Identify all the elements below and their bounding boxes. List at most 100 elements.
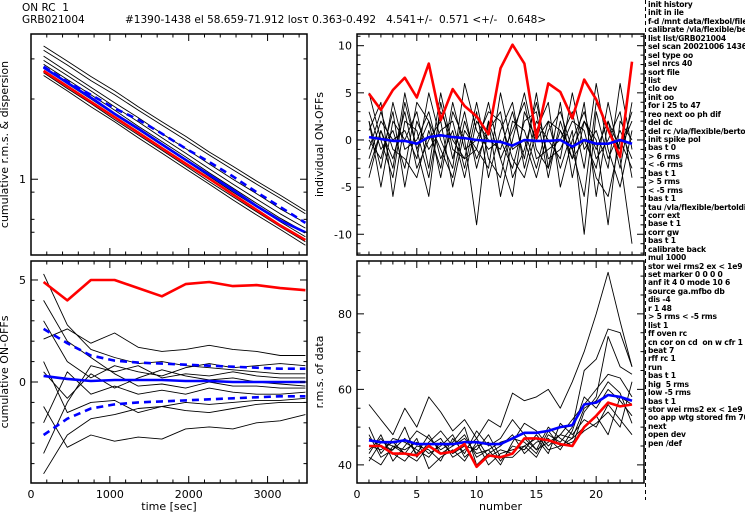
red-series-line xyxy=(42,278,306,302)
y-tick-label: 5 xyxy=(19,274,26,287)
plot-frame xyxy=(30,260,308,484)
black-series-line xyxy=(43,45,306,212)
black-series-line xyxy=(43,371,306,423)
command-log-line: init oo xyxy=(648,93,674,102)
black-series-line xyxy=(368,82,633,226)
blue-series-line xyxy=(42,394,306,437)
black-series-line xyxy=(368,82,633,244)
command-log-line: cn cor on cd on w cfr 1 0 xyxy=(648,338,745,347)
blue-series-line xyxy=(368,393,633,446)
command-log-line: sort file xyxy=(648,68,680,77)
black-series-line xyxy=(43,365,306,454)
command-log-line: set marker 0 0 0 0 xyxy=(648,271,723,279)
header-source-name: GRB021004 xyxy=(22,14,85,26)
command-log-line: del dc xyxy=(648,119,673,128)
command-log-line: list list/GRB021004 xyxy=(648,34,726,43)
series-group xyxy=(42,273,306,475)
command-log-line: corr gw xyxy=(648,228,679,237)
black-series-line xyxy=(368,381,633,458)
x-tick-label: 10 xyxy=(470,488,484,501)
black-series-line xyxy=(368,336,633,462)
y-tick-label: -5 xyxy=(341,181,352,194)
x-tick-label: 2000 xyxy=(175,488,203,501)
command-log-line: list 1 xyxy=(648,321,669,330)
black-series-line xyxy=(368,92,633,197)
command-log-line: low -5 rms xyxy=(648,389,691,398)
series-group xyxy=(368,271,633,470)
blue-series-line xyxy=(42,66,306,234)
black-series-line xyxy=(368,396,633,462)
command-log-line: sel scan 20021006 1436 xyxy=(648,43,745,52)
black-series-line xyxy=(43,49,306,215)
panel-rms-of-data: 0 5 10 15 20 40 60 80 number r.m.s. of data xyxy=(313,260,645,513)
x-tick-label: 1000 xyxy=(96,488,124,501)
plot-frame xyxy=(30,33,308,256)
command-log-line: rff rc 1 xyxy=(648,355,676,364)
command-log-line: > 6 rms xyxy=(648,152,680,161)
command-log-line: ff oven rc xyxy=(648,330,687,339)
black-series-line xyxy=(43,361,306,414)
command-log-line: < -6 rms xyxy=(648,161,683,170)
y-tick-label: 5 xyxy=(345,87,352,100)
black-series-line xyxy=(43,397,306,475)
y-tick-label: -10 xyxy=(334,228,352,241)
y-tick-label: 0 xyxy=(19,376,26,389)
black-series-line xyxy=(368,271,633,439)
command-log-line: for i 25 to 47 xyxy=(648,102,701,111)
blue-series-line xyxy=(368,134,633,148)
blue-series-line xyxy=(42,327,306,371)
command-log-line: anf it 4 0 mode 10 6 xyxy=(648,279,731,288)
panel-cumulative-on-offs: 0 1000 2000 3000 0 5 time [sec] cumulative ON-O… xyxy=(0,260,308,513)
y-tick-label: 10 xyxy=(338,40,352,53)
header-run-label: ON RC 1 xyxy=(22,2,69,14)
y-axis-label: r.m.s. of data xyxy=(313,336,326,409)
black-series-line xyxy=(368,92,633,197)
command-log-line: hig 5 rms xyxy=(648,380,689,389)
command-log-line: run xyxy=(648,363,662,372)
command-log-line: bas t 1 xyxy=(648,195,676,204)
black-series-line xyxy=(368,381,633,462)
command-log-line: init spike pol xyxy=(648,136,701,144)
command-log-line: source ga.mfbo db xyxy=(648,287,725,296)
blue-series-line xyxy=(42,65,307,224)
red-series-line xyxy=(42,69,307,242)
black-series-line xyxy=(43,320,306,379)
black-series-line xyxy=(368,82,633,188)
command-log-line: f-d /mnt data/flexbol/file/ xyxy=(648,17,745,26)
x-tick-label: 20 xyxy=(589,488,603,501)
command-log-line: bas t 1 xyxy=(648,169,676,178)
command-log-line: oo app wtg stored fm 70 xyxy=(648,414,745,423)
command-log-line: open dev xyxy=(648,431,686,440)
command-log-line: list xyxy=(648,76,661,85)
command-log-line: tau /vla/flexible/bertoldi/rc xyxy=(648,203,745,212)
command-log-line: calibrate back xyxy=(648,245,706,254)
y-tick-label: 0 xyxy=(345,134,352,147)
black-series-line xyxy=(43,75,306,246)
command-log-line: calibrate /vla/flexible/bertc xyxy=(648,26,745,35)
command-log-line: next xyxy=(648,422,667,431)
command-log-line: r 1 48 xyxy=(648,304,672,313)
command-log-line: init history xyxy=(648,1,693,9)
command-log-line: mul 1000 xyxy=(648,254,687,263)
command-log-line: bas t 0 xyxy=(648,144,676,153)
x-tick-label: 15 xyxy=(529,488,543,501)
command-log-line: reo next oo ph dif xyxy=(648,110,721,119)
command-log-line: dis -4 xyxy=(648,296,671,305)
command-log-line: del rc /vla/flexible/bertoldi/ xyxy=(648,127,745,136)
black-series-line xyxy=(43,328,306,356)
blue-series-line xyxy=(43,374,306,384)
command-log-line: > 5 rms xyxy=(648,178,680,187)
x-axis-label: time [sec] xyxy=(141,500,196,513)
command-log-line: beat 7 xyxy=(648,346,675,355)
y-axis-label: cumulative r.m.s. & dispersion xyxy=(0,61,11,228)
y-tick-label: 1 xyxy=(19,173,26,186)
black-series-line xyxy=(43,63,306,233)
command-log-line: sel nrcs 40 xyxy=(648,60,693,69)
x-tick-label: 3000 xyxy=(254,488,282,501)
y-tick-label: 60 xyxy=(338,383,352,396)
x-tick-label: 0 xyxy=(354,488,361,501)
command-log-line: base t 1 xyxy=(648,220,681,229)
command-log-line: bas t 1 xyxy=(648,397,676,406)
black-series-line xyxy=(43,406,306,448)
